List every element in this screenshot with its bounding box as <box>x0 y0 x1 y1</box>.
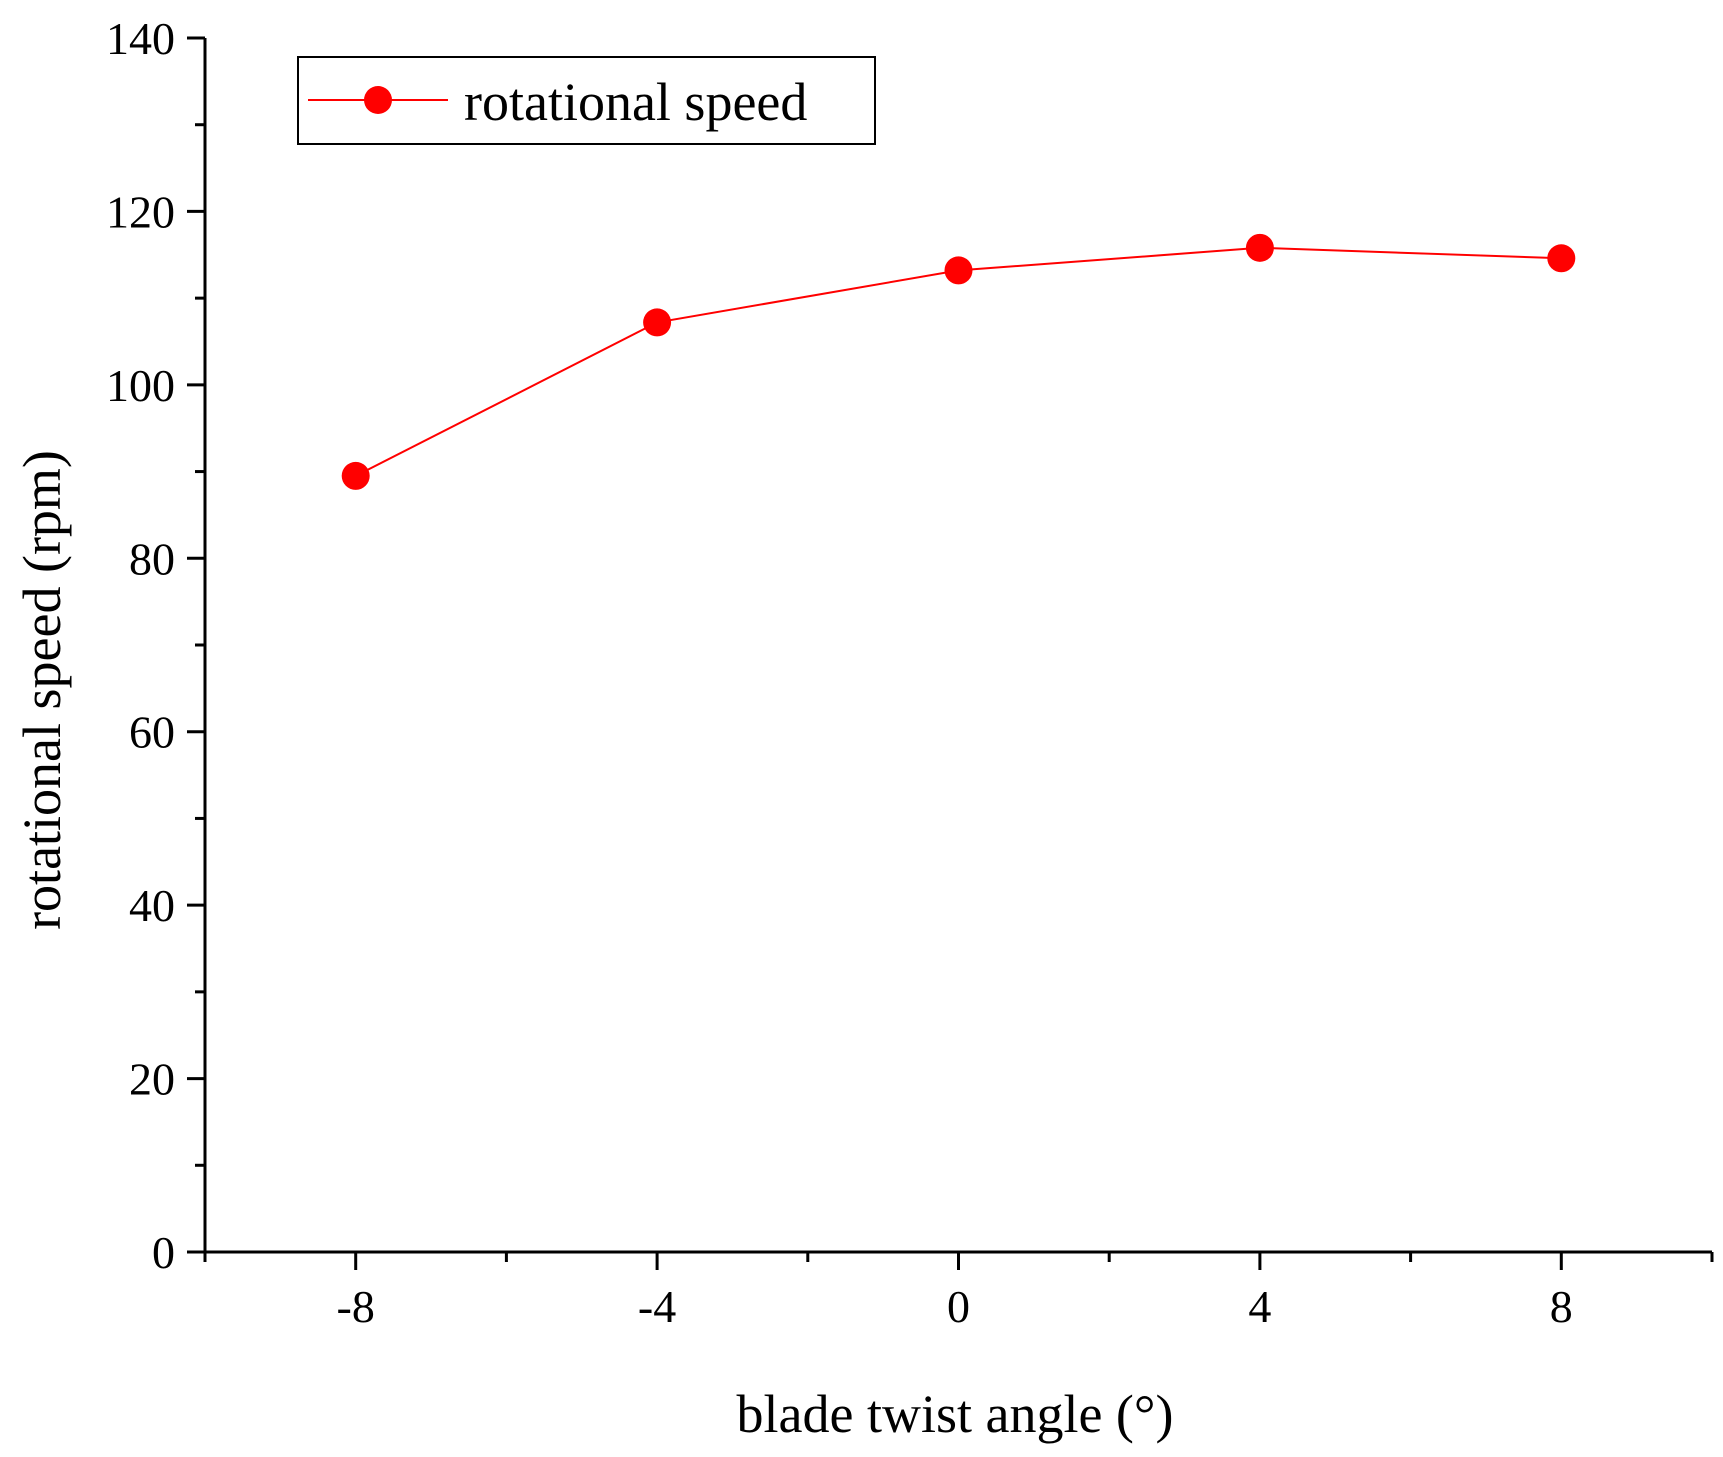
y-tick-label: 60 <box>129 707 175 758</box>
y-tick-label: 20 <box>129 1054 175 1105</box>
y-tick-label: 80 <box>129 533 175 584</box>
data-point <box>341 461 370 490</box>
y-axis-title: rotational speed (rpm) <box>12 450 72 930</box>
x-tick-label: -8 <box>337 1281 375 1332</box>
legend-label: rotational speed <box>464 72 807 132</box>
axes <box>203 38 1712 1254</box>
legend: rotational speed <box>297 56 876 145</box>
y-tick-label: 100 <box>106 360 175 411</box>
y-tick-label: 0 <box>152 1227 175 1278</box>
data-point <box>1245 233 1274 262</box>
x-axis-title: blade twist angle (°) <box>737 1384 1174 1444</box>
x-tick-label: 8 <box>1550 1281 1573 1332</box>
tick-labels: 0 20 40 60 80 100 120 140 -8 -4 0 4 8 <box>106 13 1573 1332</box>
y-tick-label: 40 <box>129 880 175 931</box>
x-tick-label: 0 <box>947 1281 970 1332</box>
legend-marker <box>364 86 392 114</box>
x-tick-label: 4 <box>1248 1281 1271 1332</box>
y-tick-label: 120 <box>106 186 175 237</box>
plot-area <box>341 233 1576 490</box>
x-tick-label: -4 <box>638 1281 676 1332</box>
data-point <box>643 308 672 337</box>
y-tick-label: 140 <box>106 13 175 64</box>
data-point <box>944 256 973 285</box>
ticks <box>187 36 1714 1270</box>
data-point <box>1547 244 1576 273</box>
